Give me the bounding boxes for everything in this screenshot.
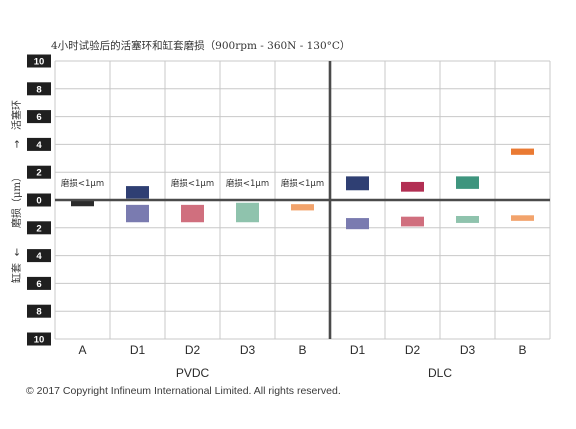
ring-wear-bar — [456, 176, 479, 189]
y-tick-label: 0 — [36, 196, 41, 207]
down-arrow: ← — [12, 248, 23, 256]
x-tick-label: A — [78, 343, 86, 357]
wear-annotation: 磨损<1μm — [281, 178, 324, 189]
y-tick-box — [27, 110, 51, 124]
y-tick-label: 2 — [36, 223, 41, 234]
axes — [55, 61, 550, 339]
group-labels: PVDC DLC — [176, 366, 453, 380]
y-tick-label: 10 — [34, 57, 45, 68]
up-arrow: → — [12, 140, 23, 148]
y-axis-label: 磨损（μm） → 活塞环 ← 缸套 — [10, 100, 23, 283]
copyright-text: © 2017 Copyright Infineum International … — [26, 385, 341, 397]
y-tick-box — [27, 193, 51, 207]
y-tick-label: 6 — [36, 279, 41, 290]
y-tick-box — [27, 54, 51, 68]
y-axis-label-text: 磨损（μm） — [10, 172, 23, 228]
x-tick-label: D3 — [240, 343, 256, 357]
group-label: DLC — [428, 366, 452, 380]
y-tick-box — [27, 165, 51, 179]
x-tick-label: D3 — [460, 343, 476, 357]
x-tick-labels: A D1 D2 D3 B D1 D2 D3 B — [78, 343, 526, 357]
y-tick-box — [27, 137, 51, 151]
y-tick-label: 4 — [36, 251, 42, 262]
wear-annotation: 磨损<1μm — [171, 178, 214, 189]
y-tick-labels: 10 8 6 4 2 0 2 4 6 8 10 — [27, 54, 51, 346]
ring-wear-bar — [511, 148, 534, 155]
group-label: PVDC — [176, 366, 210, 380]
x-tick-label: D1 — [350, 343, 366, 357]
y-tick-box — [27, 221, 51, 235]
wear-annotation: 磨损<1μm — [226, 178, 269, 189]
y-tick-label: 8 — [36, 84, 41, 95]
chart-title: 4小时试验后的活塞环和缸套磨损（900rpm - 360N - 130°C） — [51, 39, 350, 52]
y-tick-box — [27, 304, 51, 318]
y-tick-label: 4 — [36, 140, 42, 151]
y-tick-label: 2 — [36, 168, 41, 179]
liner-wear-bar — [126, 204, 149, 223]
ring-wear-bar — [346, 176, 369, 191]
wear-annotation: 磨损<1μm — [61, 178, 104, 189]
x-tick-label: D2 — [185, 343, 201, 357]
x-tick-label: D2 — [405, 343, 421, 357]
bars — [71, 148, 534, 230]
y-tick-box — [27, 249, 51, 263]
liner-wear-bar — [291, 204, 314, 211]
liner-wear-bar — [401, 216, 424, 227]
x-tick-label: B — [518, 343, 526, 357]
y-tick-label: 10 — [34, 335, 45, 346]
liner-wear-bar — [71, 200, 94, 207]
ring-label: 活塞环 — [10, 100, 23, 130]
liner-wear-bar — [511, 215, 534, 221]
liner-wear-bar — [346, 218, 369, 230]
liner-wear-bar — [181, 204, 204, 223]
liner-wear-bar — [456, 215, 479, 223]
y-tick-label: 8 — [36, 307, 41, 318]
liner-wear-bar — [236, 202, 259, 223]
x-tick-label: D1 — [130, 343, 146, 357]
ring-wear-bar — [126, 186, 149, 199]
ring-wear-bar — [401, 181, 424, 192]
annotations: 磨损<1μm 磨损<1μm 磨损<1μm 磨损<1μm — [61, 178, 324, 189]
y-tick-box — [27, 82, 51, 96]
liner-label: 缸套 — [10, 263, 23, 283]
y-tick-box — [27, 332, 51, 346]
y-axis-label-group: 磨损（μm） → 活塞环 ← 缸套 — [10, 100, 23, 283]
x-tick-label: B — [298, 343, 306, 357]
y-tick-box — [27, 276, 51, 290]
y-tick-label: 6 — [36, 112, 41, 123]
